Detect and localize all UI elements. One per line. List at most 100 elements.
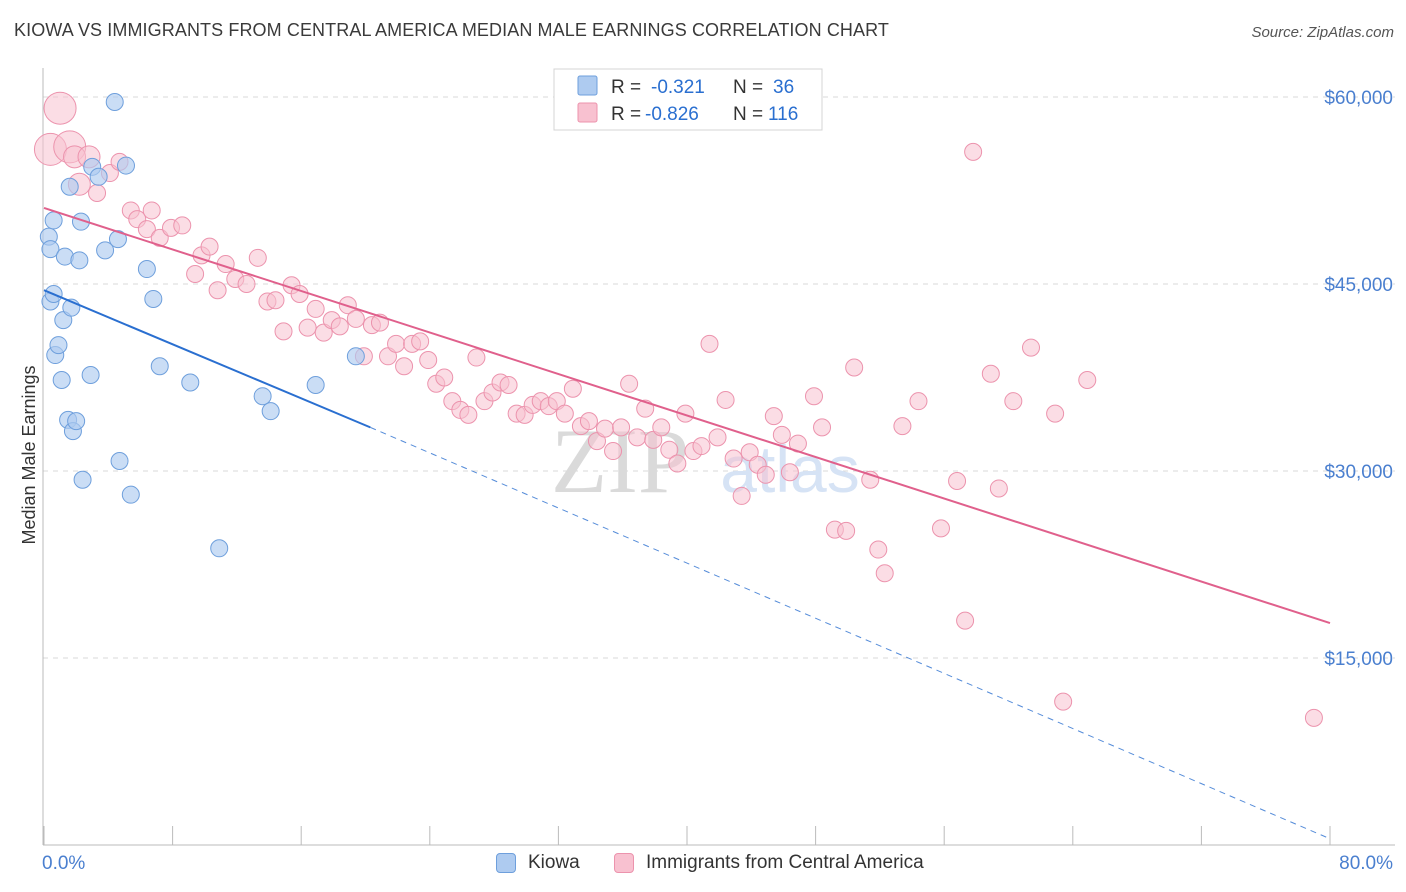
immigrants-point xyxy=(612,418,631,437)
immigrants-point xyxy=(186,265,205,284)
immigrants-point xyxy=(306,299,325,318)
kiowa-point xyxy=(137,260,156,279)
immigrants-trend-line xyxy=(43,207,1331,625)
y-tick-label: $45,000 xyxy=(1324,275,1393,296)
immigrants-point xyxy=(1022,338,1041,357)
y-tick-label: $15,000 xyxy=(1324,649,1393,670)
immigrants-point xyxy=(173,216,192,235)
immigrants-point xyxy=(1004,392,1023,411)
immigrants-point xyxy=(716,390,735,409)
immigrants-point xyxy=(981,364,1000,383)
kiowa-point xyxy=(41,240,60,259)
immigrants-point xyxy=(700,334,719,353)
immigrants-point xyxy=(596,419,615,438)
kiowa-trend-extension xyxy=(370,426,1331,840)
immigrants-point xyxy=(248,248,267,267)
immigrants-point xyxy=(150,228,169,247)
stats-legend: R = -0.321 N = 36 R = -0.826 N = 116 xyxy=(553,68,823,131)
chart-title: KIOWA VS IMMIGRANTS FROM CENTRAL AMERICA… xyxy=(14,20,890,40)
legend-item-immigrants[interactable]: Immigrants from Central America xyxy=(614,852,924,874)
kiowa-point xyxy=(44,211,63,230)
immigrants-point xyxy=(756,465,775,484)
kiowa-point xyxy=(110,452,129,471)
immigrants-point xyxy=(435,368,454,387)
legend-label-kiowa: Kiowa xyxy=(528,852,580,873)
immigrants-point xyxy=(931,519,950,538)
kiowa-point xyxy=(116,156,135,175)
immigrants-point xyxy=(237,275,256,293)
kiowa-point xyxy=(210,539,229,558)
source-label: Source: ZipAtlas.com xyxy=(1251,24,1394,41)
axes xyxy=(42,68,1395,846)
immigrants-point xyxy=(668,454,687,473)
kiowa-point xyxy=(306,375,325,394)
immigrants-point xyxy=(964,142,983,161)
immigrants-point xyxy=(1304,708,1323,727)
kiowa-r-value: -0.321 xyxy=(651,77,705,98)
immigrants-point xyxy=(989,479,1008,498)
immigrants-point xyxy=(387,334,406,353)
immigrants-point xyxy=(137,220,156,239)
imm-r-label: R = xyxy=(611,104,641,125)
immigrants-point xyxy=(330,317,349,336)
immigrants-point xyxy=(208,281,227,300)
x-tick-label: 0.0% xyxy=(42,853,85,874)
kiowa-r-label: R = xyxy=(611,77,641,98)
immigrants-point xyxy=(274,322,293,341)
immigrants-point xyxy=(780,463,799,482)
immigrants-point xyxy=(909,392,928,411)
immigrants-point xyxy=(43,91,77,125)
kiowa-point xyxy=(73,470,92,489)
immigrants-point xyxy=(459,405,478,424)
immigrants-point xyxy=(804,387,823,406)
kiowa-point xyxy=(108,230,127,249)
kiowa-legend-swatch xyxy=(577,75,598,96)
immigrants-point xyxy=(628,428,647,447)
kiowa-point xyxy=(81,366,100,385)
kiowa-point xyxy=(52,370,71,389)
kiowa-point xyxy=(49,336,68,355)
kiowa-point xyxy=(121,485,140,504)
immigrants-point xyxy=(1046,404,1065,423)
kiowa-point xyxy=(261,402,280,421)
y-tick-label: $30,000 xyxy=(1324,462,1393,483)
immigrants-point xyxy=(1054,692,1073,711)
kiowa-points xyxy=(39,92,365,558)
immigrants-point xyxy=(708,428,727,447)
kiowa-point xyxy=(67,412,86,431)
x-tick-label: 80.0% xyxy=(1339,853,1393,874)
immigrants-point xyxy=(893,417,912,436)
immigrants-point xyxy=(555,404,574,423)
kiowa-point xyxy=(144,289,163,308)
immigrants-point xyxy=(266,291,285,310)
immigrants-point xyxy=(411,332,430,351)
y-tick-label: $60,000 xyxy=(1324,88,1393,109)
immigrants-point xyxy=(419,351,438,370)
immigrants-point xyxy=(467,348,486,367)
kiowa-point xyxy=(181,373,200,392)
immigrants-point xyxy=(660,440,679,459)
kiowa-n-label: N = xyxy=(733,77,763,98)
grid-lines xyxy=(43,96,1395,659)
immigrants-point xyxy=(563,379,582,398)
immigrants-point xyxy=(652,418,671,437)
immigrants-point xyxy=(772,425,791,444)
immigrants-point xyxy=(604,442,623,461)
legend-item-kiowa[interactable]: Kiowa xyxy=(496,852,580,874)
kiowa-point xyxy=(346,347,365,366)
immigrants-point xyxy=(200,237,219,256)
immigrants-point xyxy=(732,486,751,505)
trend-lines xyxy=(43,207,1331,840)
immigrants-point xyxy=(813,418,832,437)
immigrants-swatch xyxy=(614,853,634,873)
imm-r-value: -0.826 xyxy=(645,104,699,125)
kiowa-point xyxy=(253,387,272,406)
immigrants-point xyxy=(1078,370,1097,389)
bottom-legend: Kiowa Immigrants from Central America xyxy=(0,852,1406,880)
imm-n-value: 116 xyxy=(768,104,798,125)
immigrants-point xyxy=(875,564,894,583)
kiowa-trend-line xyxy=(43,289,371,429)
immigrants-point xyxy=(764,407,783,426)
kiowa-point xyxy=(96,241,115,260)
